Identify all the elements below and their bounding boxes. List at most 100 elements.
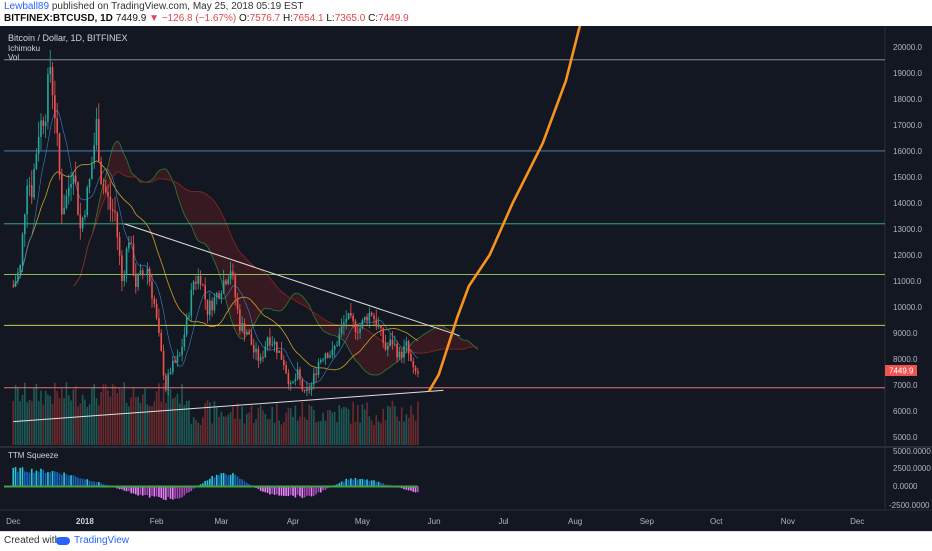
ohlc-line: BITFINEX:BTCUSD, 1D 7449.9 ▼ −126.8 (−1.… [4,13,409,24]
candle-body [375,319,378,327]
candle-body [199,276,202,285]
price-tick-label: 5000.0 [893,433,918,442]
time-tick-label: Aug [568,517,582,526]
volume-bar [266,419,269,445]
candle-body [382,328,385,343]
volume-bar [12,400,15,445]
squeeze-bar [356,479,359,487]
volume-bar [259,405,262,445]
candle-body [248,331,250,335]
candle-body [398,351,401,358]
created-with-label: Created with [4,535,61,546]
squeeze-bar [167,486,169,497]
legend-ichimoku[interactable]: Ichimoku [8,44,40,53]
price-tick-label: 20000.0 [893,43,922,52]
candles-layer [12,50,419,397]
squeeze-bar [218,475,220,487]
candle-body [47,74,49,122]
candle-body [134,273,137,287]
squeeze-bar [410,486,412,491]
volume-bar [398,421,401,445]
volume-bar [232,406,234,445]
squeeze-bar [350,478,352,487]
squeeze-bar [285,486,287,496]
squeeze-bar [308,486,311,496]
squeeze-bar [125,486,128,492]
candle-body [227,279,230,284]
squeeze-bar [319,486,322,493]
volume-bar [35,383,38,445]
squeeze-bar [60,474,63,487]
squeeze-bar [202,483,204,487]
squeeze-bar [264,486,267,493]
candle-body [102,184,105,187]
candle-body [345,319,348,323]
volume-bar [132,388,135,445]
volume-bar [257,407,260,445]
volume-bar [17,387,19,445]
volume-bar [363,409,366,445]
candle-body [132,243,135,274]
time-tick-label: Nov [781,517,795,526]
tradingview-link[interactable]: TradingView [74,535,130,546]
candle-body [405,341,408,347]
legend-vol[interactable]: Vol [8,53,19,62]
price-tag: 7449.9 [889,367,914,376]
high-value: 7654.1 [292,13,324,24]
grid-layer [0,26,932,511]
candle-body [352,315,354,322]
squeeze-bar [28,472,31,487]
tradingview-logo-icon[interactable] [56,537,70,545]
candle-body [181,346,183,356]
squeeze-bar [384,484,387,487]
volume-bar [222,416,225,445]
candle-body [264,346,267,358]
chart-canvas[interactable]: 20000.0 19000.0 18000.0 17000.0 16000.0 15000… [0,26,932,531]
sq-ytick-2: 2500.0000 [893,464,931,473]
squeeze-bar [130,486,132,494]
candle-body [24,214,26,235]
candle-body [294,379,297,382]
candle-body [324,353,327,360]
volume-bar [95,398,98,445]
price-tick-label: 16000.0 [893,147,922,156]
candle-body [361,320,364,329]
squeeze-bar [380,482,382,487]
squeeze-bar [24,471,26,487]
squeeze-bar [128,486,130,492]
candle-body [167,373,169,391]
volume-bar [24,382,26,445]
candle-body [317,362,320,375]
price-tick-label: 12000.0 [893,251,922,260]
volume-bar [47,394,49,445]
volume-bar [389,406,391,445]
author-name[interactable]: Lewball89 [4,1,50,12]
price-tick-label: 15000.0 [893,173,922,182]
squeeze-bar [56,471,58,487]
candle-body [146,268,149,275]
squeeze-bar [12,467,15,487]
volume-bar [271,406,274,445]
volume-bar [213,401,216,445]
volume-bar [77,406,79,445]
candle-body [107,191,109,197]
candle-body [188,315,190,317]
squeeze-bar [289,486,292,495]
candle-body [130,242,132,244]
candle-body [250,334,253,346]
volume-bar [248,412,250,445]
price-tag-bg [885,365,917,376]
squeeze-bar [359,479,361,487]
volume-bar [276,403,278,445]
volume-bar [403,421,405,445]
candle-body [35,153,38,169]
squeeze-bar [91,481,93,487]
ttm-squeeze-title[interactable]: TTM Squeeze [8,451,59,460]
volume-bar [241,406,243,445]
candle-body [21,234,24,266]
volume-bar [405,414,408,445]
volume-bar [285,412,287,445]
volume-bar [322,412,324,445]
candle-body [384,342,387,350]
